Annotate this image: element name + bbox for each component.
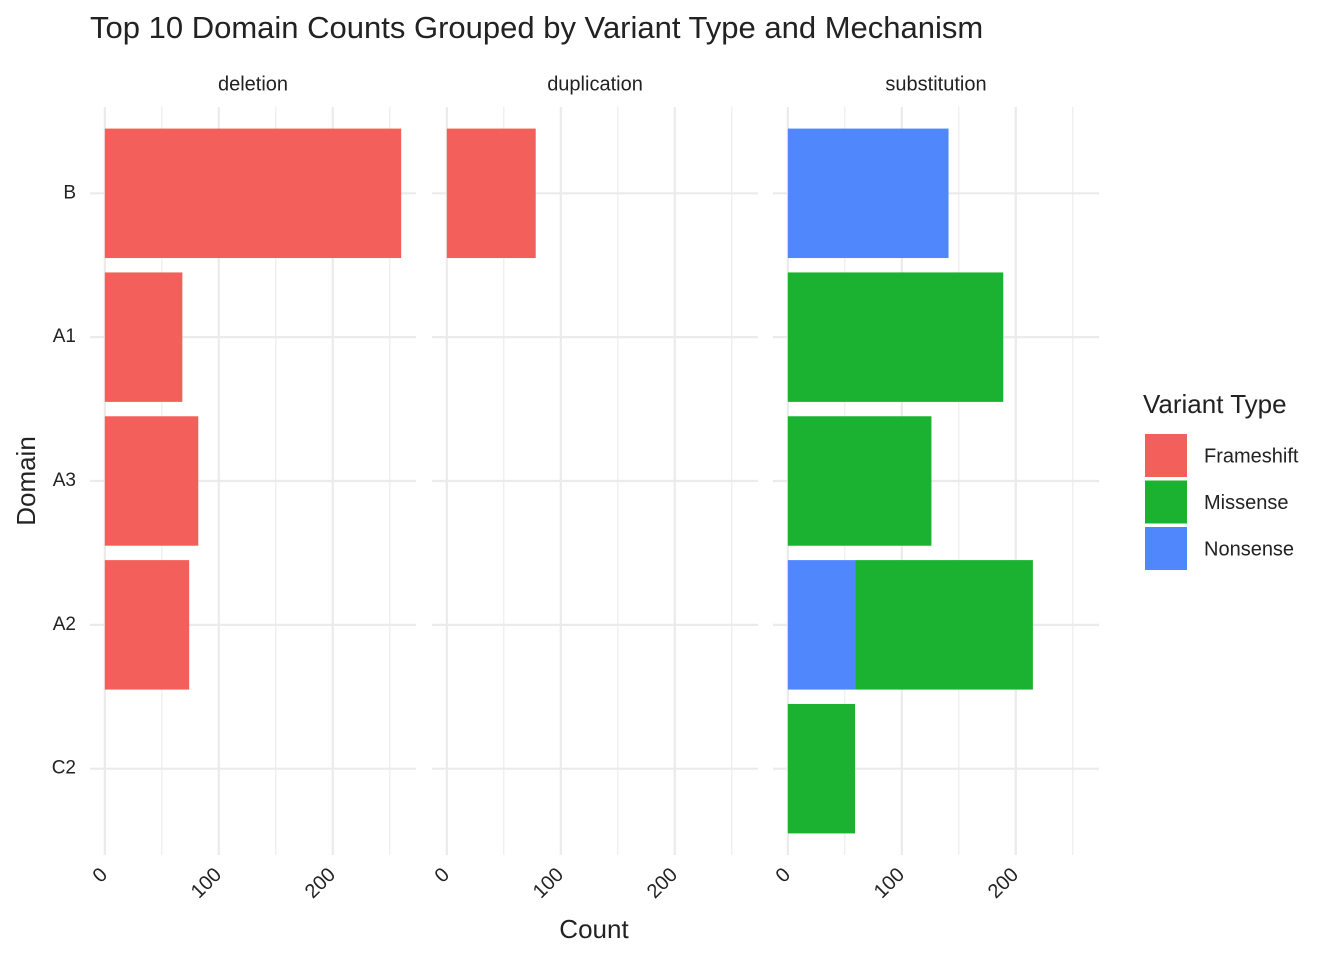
legend-key — [1145, 434, 1187, 477]
x-tick-label: 0 — [431, 864, 454, 887]
legend-label: Frameshift — [1204, 445, 1299, 467]
bar — [787, 703, 856, 834]
facet-title: deletion — [218, 73, 288, 95]
y-tick-label: A3 — [53, 470, 76, 491]
bar — [104, 272, 183, 402]
legend-key — [1145, 480, 1187, 524]
bar — [104, 128, 402, 259]
x-tick-label: 200 — [301, 864, 340, 903]
y-tick-label: B — [63, 182, 76, 203]
x-tick-label: 0 — [772, 864, 795, 887]
y-tick-label: A1 — [53, 326, 76, 347]
x-tick-label: 200 — [984, 864, 1023, 903]
bar — [787, 560, 856, 690]
facet-title: substitution — [885, 73, 986, 95]
facet-title: duplication — [547, 73, 643, 95]
x-tick-label: 100 — [870, 864, 909, 903]
bar — [787, 128, 949, 259]
y-axis-title: Domain — [11, 436, 41, 526]
y-tick-label: C2 — [52, 758, 76, 779]
bar — [104, 416, 199, 546]
bar — [855, 560, 1033, 690]
y-tick-label: A2 — [53, 614, 76, 635]
bar — [446, 128, 536, 259]
legend-label: Missense — [1204, 492, 1288, 514]
legend-title: Variant Type — [1143, 389, 1287, 419]
x-tick-label: 200 — [643, 864, 682, 903]
chart-title: Top 10 Domain Counts Grouped by Variant … — [90, 10, 983, 45]
x-axis-title: Count — [559, 914, 629, 944]
x-tick-label: 100 — [187, 864, 226, 903]
x-tick-label: 0 — [89, 864, 112, 887]
bar — [104, 560, 190, 690]
legend-key — [1145, 527, 1187, 570]
bar — [787, 416, 932, 546]
bar — [787, 272, 1004, 402]
legend-label: Nonsense — [1204, 538, 1294, 560]
x-tick-label: 100 — [529, 864, 568, 903]
